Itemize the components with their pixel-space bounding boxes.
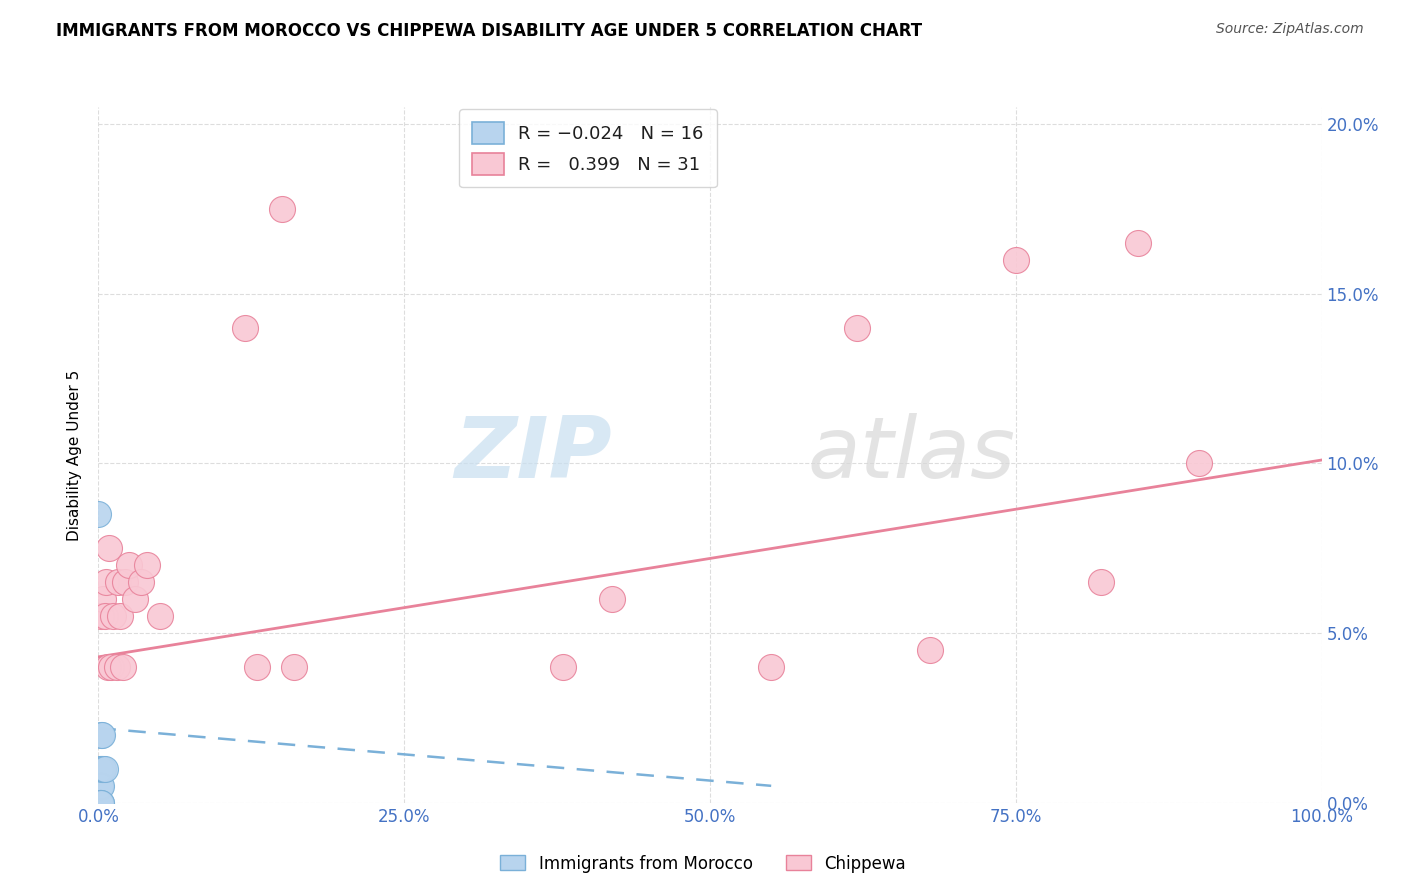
Point (1188, 457, 1211, 471)
Point (93, 609, 115, 624)
Point (89, 779, 111, 793)
Point (118, 558, 141, 573)
Point (246, 660, 269, 674)
Point (129, 575, 152, 590)
Point (845, 320, 868, 334)
Point (600, 592, 623, 607)
Text: atlas: atlas (808, 413, 1017, 497)
Point (110, 609, 132, 624)
Point (114, 575, 136, 590)
Legend: Immigrants from Morocco, Chippewa: Immigrants from Morocco, Chippewa (494, 848, 912, 880)
Point (87, 508, 110, 522)
Point (91, 592, 114, 607)
Text: Source: ZipAtlas.com: Source: ZipAtlas.com (1216, 22, 1364, 37)
Point (89, 796, 111, 810)
Point (90, 609, 112, 624)
Text: ZIP: ZIP (454, 413, 612, 497)
Point (149, 609, 172, 624)
Point (89, 762, 111, 776)
Point (920, 643, 942, 657)
Point (93, 762, 115, 776)
Point (283, 660, 305, 674)
Point (761, 660, 783, 674)
Y-axis label: Disability Age Under 5: Disability Age Under 5 (67, 369, 83, 541)
Point (100, 660, 122, 674)
Point (233, 320, 256, 334)
Point (90, 796, 112, 810)
Point (1090, 575, 1112, 590)
Point (90, 762, 112, 776)
Point (91, 762, 114, 776)
Point (136, 558, 159, 573)
Point (107, 575, 129, 590)
Point (89, 796, 111, 810)
Legend: R = −0.024   N = 16, R =   0.399   N = 31: R = −0.024 N = 16, R = 0.399 N = 31 (458, 109, 717, 187)
Point (105, 660, 128, 674)
Point (90, 728, 112, 742)
Point (89, 796, 111, 810)
Point (90, 796, 112, 810)
Point (553, 660, 575, 674)
Point (124, 592, 146, 607)
Point (270, 202, 294, 216)
Point (89, 796, 111, 810)
Point (91, 762, 114, 776)
Point (101, 609, 124, 624)
Point (111, 660, 134, 674)
Point (1128, 235, 1150, 250)
Point (1004, 252, 1026, 267)
Point (98, 541, 121, 556)
Point (94, 575, 117, 590)
Point (97, 660, 120, 674)
Point (91, 728, 114, 742)
Point (90, 779, 112, 793)
Text: IMMIGRANTS FROM MOROCCO VS CHIPPEWA DISABILITY AGE UNDER 5 CORRELATION CHART: IMMIGRANTS FROM MOROCCO VS CHIPPEWA DISA… (56, 22, 922, 40)
